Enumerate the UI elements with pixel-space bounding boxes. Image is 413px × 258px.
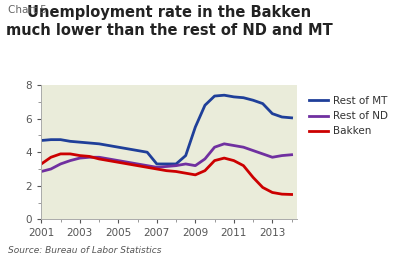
Rest of MT: [135, 149, 140, 152]
Rest of ND: [39, 170, 44, 173]
Rest of ND: [58, 163, 63, 166]
Bakken: [116, 161, 121, 164]
Bakken: [241, 164, 246, 167]
Rest of MT: [173, 163, 178, 166]
Rest of ND: [289, 153, 294, 156]
Rest of MT: [260, 102, 265, 105]
Bakken: [173, 170, 178, 173]
Bakken: [58, 152, 63, 155]
Rest of ND: [48, 167, 53, 171]
Rest of ND: [68, 159, 73, 162]
Bakken: [97, 157, 102, 160]
Bakken: [106, 159, 111, 162]
Rest of ND: [231, 144, 236, 147]
Rest of ND: [241, 146, 246, 149]
Text: Unemployment rate in the Bakken
much lower than the rest of ND and MT: Unemployment rate in the Bakken much low…: [6, 5, 333, 38]
Bakken: [154, 167, 159, 171]
Bakken: [270, 191, 275, 194]
Bakken: [77, 154, 82, 157]
Bakken: [289, 193, 294, 196]
Rest of MT: [212, 94, 217, 98]
Rest of ND: [135, 163, 140, 166]
Line: Rest of ND: Rest of ND: [41, 144, 292, 172]
Rest of ND: [126, 161, 131, 164]
Rest of MT: [77, 141, 82, 144]
Rest of MT: [106, 144, 111, 147]
Bakken: [164, 169, 169, 172]
Bakken: [212, 159, 217, 162]
Rest of ND: [280, 154, 285, 157]
Bakken: [193, 173, 198, 176]
Rest of MT: [126, 147, 131, 150]
Bakken: [48, 156, 53, 159]
Bakken: [135, 164, 140, 167]
Bakken: [231, 159, 236, 162]
Rest of MT: [116, 146, 121, 149]
Text: Chart 5: Chart 5: [8, 5, 47, 15]
Rest of ND: [222, 142, 227, 145]
Text: Source: Bureau of Labor Statistics: Source: Bureau of Labor Statistics: [8, 246, 162, 255]
Bakken: [39, 163, 44, 166]
Rest of MT: [48, 138, 53, 141]
Rest of MT: [231, 95, 236, 98]
Rest of MT: [183, 154, 188, 157]
Bakken: [126, 163, 131, 166]
Rest of MT: [270, 112, 275, 115]
Bakken: [145, 166, 150, 169]
Rest of ND: [251, 149, 256, 152]
Rest of MT: [145, 151, 150, 154]
Rest of MT: [193, 126, 198, 129]
Rest of ND: [87, 156, 92, 159]
Bakken: [202, 169, 207, 172]
Rest of ND: [270, 156, 275, 159]
Rest of MT: [222, 94, 227, 97]
Rest of MT: [39, 139, 44, 142]
Bakken: [280, 192, 285, 196]
Rest of MT: [164, 163, 169, 166]
Bakken: [87, 155, 92, 158]
Rest of MT: [289, 116, 294, 119]
Rest of ND: [212, 146, 217, 149]
Rest of MT: [202, 104, 207, 107]
Bakken: [183, 172, 188, 175]
Bakken: [68, 152, 73, 155]
Bakken: [251, 176, 256, 179]
Rest of MT: [58, 138, 63, 141]
Bakken: [222, 157, 227, 160]
Rest of ND: [106, 157, 111, 160]
Rest of ND: [260, 152, 265, 155]
Rest of ND: [145, 164, 150, 167]
Rest of ND: [116, 159, 121, 162]
Rest of ND: [154, 166, 159, 169]
Rest of MT: [87, 141, 92, 144]
Rest of ND: [183, 163, 188, 166]
Line: Rest of MT: Rest of MT: [41, 95, 292, 164]
Rest of ND: [202, 157, 207, 160]
Rest of ND: [164, 165, 169, 168]
Rest of MT: [97, 142, 102, 145]
Rest of ND: [173, 164, 178, 167]
Rest of MT: [251, 99, 256, 102]
Rest of MT: [280, 115, 285, 118]
Rest of MT: [68, 140, 73, 143]
Rest of MT: [154, 163, 159, 166]
Bakken: [260, 186, 265, 189]
Rest of MT: [241, 96, 246, 99]
Line: Bakken: Bakken: [41, 154, 292, 195]
Rest of ND: [77, 157, 82, 160]
Rest of ND: [193, 164, 198, 167]
Legend: Rest of MT, Rest of ND, Bakken: Rest of MT, Rest of ND, Bakken: [305, 92, 392, 141]
Rest of ND: [97, 156, 102, 159]
